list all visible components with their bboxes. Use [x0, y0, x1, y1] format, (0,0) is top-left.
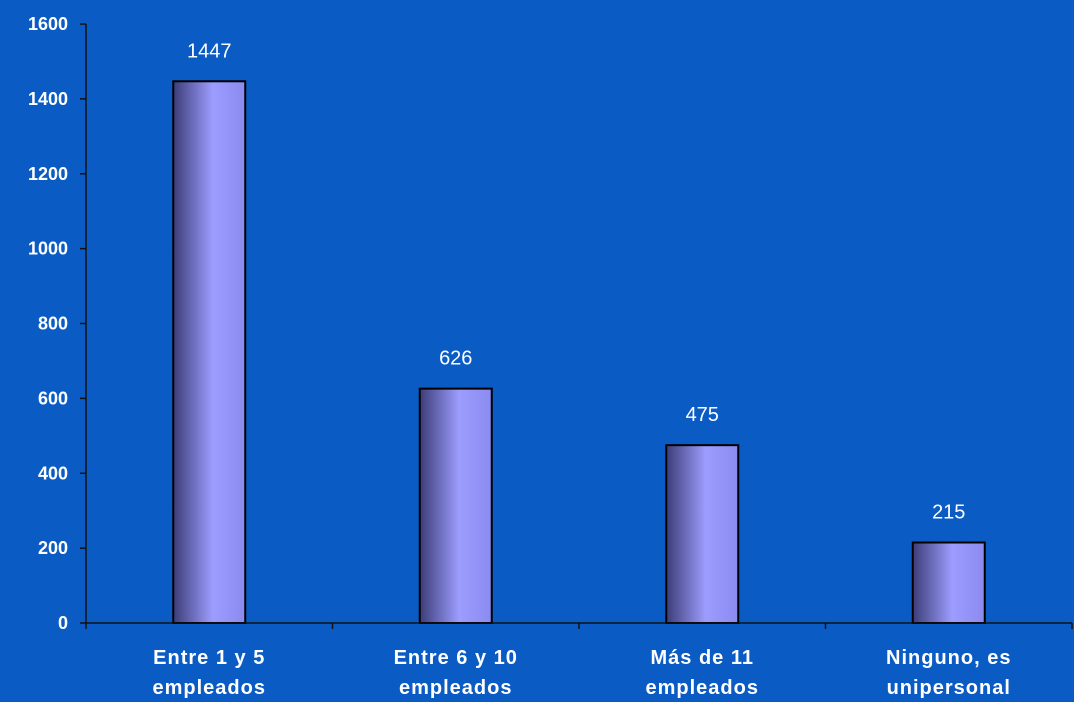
bars [172, 80, 986, 625]
data-labels: 1447 626 475 215 [187, 40, 965, 523]
category-label-line: unipersonal [887, 677, 1011, 699]
category-label-line: empleados [153, 677, 266, 699]
bar [911, 541, 986, 625]
data-label: 475 [686, 404, 719, 426]
y-tick-label: 800 [38, 314, 68, 334]
category-label-line: empleados [399, 677, 512, 699]
category-label-line: empleados [646, 677, 759, 699]
x-axis-ticks [85, 623, 1073, 629]
data-label: 215 [932, 502, 965, 524]
y-tick-label: 600 [38, 388, 68, 408]
y-tick-label: 1000 [28, 239, 68, 259]
y-tick-label: 1200 [28, 164, 68, 184]
y-tick-label: 1600 [28, 14, 68, 34]
y-tick-label: 200 [38, 538, 68, 558]
y-axis-ticks: 0 200 400 600 800 1000 1200 1400 1600 [28, 14, 86, 633]
category-label-line: Más de 11 [650, 647, 754, 669]
data-label: 626 [439, 348, 472, 370]
y-tick-label: 1400 [28, 89, 68, 109]
bar [418, 387, 493, 624]
category-label-line: Entre 6 y 10 [394, 647, 518, 669]
bar [665, 444, 740, 624]
data-label: 1447 [187, 40, 232, 62]
bar [172, 80, 247, 625]
category-labels: Entre 1 y 5 empleados Entre 6 y 10 empleado… [153, 647, 1011, 699]
y-tick-label: 0 [58, 613, 68, 633]
category-label-line: Entre 1 y 5 [153, 647, 265, 669]
category-label-line: Ninguno, es [886, 647, 1011, 669]
y-tick-label: 400 [38, 463, 68, 483]
